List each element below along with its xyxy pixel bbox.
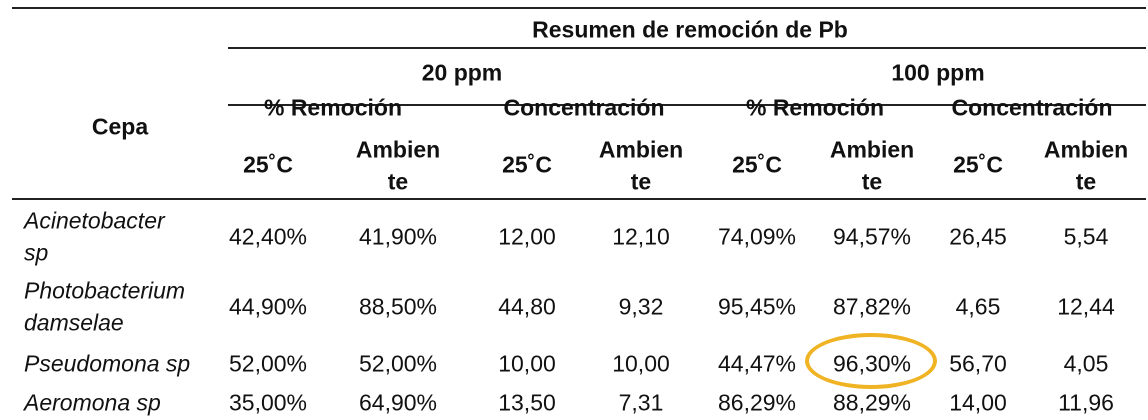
table-cell: 86,29% [717,389,797,416]
table-cell: 74,09% [717,223,797,250]
table-cell: 88,50% [358,293,438,320]
table-cell: 14,00 [949,389,1007,416]
column-header: Ambien [829,136,915,163]
subgroup-header: % Remoción [745,94,885,121]
table-title: Resumen de remoción de Pb [532,16,848,43]
table-cell: 41,90% [358,223,438,250]
cepa-name: Photobacterium [24,277,186,304]
subgroup-header: Concentración [503,94,665,121]
group-header: 20 ppm [421,59,503,86]
column-header: 25˚C [502,151,552,178]
column-header: Ambien [355,136,441,163]
cepa-name: Aeromona sp [24,389,161,416]
column-header: te [630,168,652,195]
column-header: te [387,168,409,195]
table-cell: 5,54 [1063,223,1109,250]
column-header: 25˚C [732,151,782,178]
highlight-ellipse [805,333,937,389]
table-cell: 64,90% [358,389,438,416]
table-cell: 12,00 [498,223,556,250]
table-cell: 12,44 [1057,293,1115,320]
table-cell: 4,65 [955,293,1001,320]
table-cell: 44,47% [717,350,797,377]
table-cell: 44,80 [498,293,556,320]
table-cell: 87,82% [832,293,912,320]
cepa-name: Pseudomona sp [24,350,191,377]
column-header: Ambien [598,136,684,163]
cepa-name: Acinetobacter [24,207,165,234]
title-rule [228,47,1146,49]
table-cell: 7,31 [618,389,664,416]
table-cell: 56,70 [949,350,1007,377]
column-header: te [1075,168,1097,195]
table-cell: 88,29% [832,389,912,416]
table-cell: 42,40% [228,223,308,250]
table-cell: 44,90% [228,293,308,320]
table-cell: 94,57% [832,223,912,250]
row-header: Cepa [91,113,149,140]
group-header: 100 ppm [891,59,985,86]
table-cell: 35,00% [228,389,308,416]
table-cell: 10,00 [612,350,670,377]
column-header: Ambien [1043,136,1129,163]
table-cell: 9,32 [618,293,664,320]
top-rule [12,7,1146,9]
table-cell: 26,45 [949,223,1007,250]
cepa-name: sp [24,239,49,266]
table-cell: 13,50 [498,389,556,416]
column-header: 25˚C [243,151,293,178]
table-cell: 10,00 [498,350,556,377]
subgroup-rule [228,104,1146,106]
column-header: 25˚C [953,151,1003,178]
cepa-name: damselae [24,309,124,336]
table-cell: 12,10 [612,223,670,250]
table-cell: 52,00% [228,350,308,377]
table-cell: 4,05 [1063,350,1109,377]
table-cell: 52,00% [358,350,438,377]
subgroup-header: Concentración [951,94,1113,121]
table-cell: 95,45% [717,293,797,320]
subgroup-header: % Remoción [263,94,403,121]
table-cell: 11,96 [1058,389,1114,416]
header-bottom-rule [12,198,1146,200]
column-header: te [861,168,883,195]
